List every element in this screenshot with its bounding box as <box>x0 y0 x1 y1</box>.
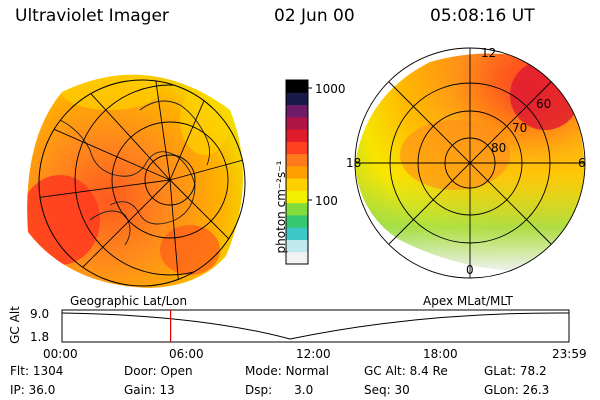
timeline-frame <box>61 309 570 343</box>
info-mode-value: Normal <box>285 364 329 378</box>
info-gain-value: 13 <box>159 383 175 397</box>
colorbar-swatch <box>286 214 308 228</box>
magnetic-map <box>354 47 586 279</box>
colorbar-swatch <box>286 153 308 167</box>
timeline-y-label: GC Alt <box>7 306 22 344</box>
info-glat: GLat: 78.2 <box>484 364 547 378</box>
colorbar-tick-100: 100 <box>315 194 338 208</box>
info-seq: Seq: 30 <box>364 383 410 397</box>
mlt-label-18: 18 <box>346 156 362 170</box>
info-ip-label: IP: <box>10 383 25 397</box>
colorbar-swatch <box>286 92 308 106</box>
info-dsp-label: Dsp: <box>245 383 273 397</box>
instrument-title: Ultraviolet Imager <box>15 6 169 26</box>
lat-label-70: 70 <box>512 121 528 135</box>
colorbar-swatch <box>286 178 308 191</box>
info-glat-label: GLat: <box>484 364 517 378</box>
info-glat-value: 78.2 <box>519 364 547 378</box>
info-gcalt-value: 8.4 Re <box>409 364 448 378</box>
timeline-y-tick-min: 1.8 <box>30 330 50 344</box>
mlt-label-0: 0 <box>466 263 474 277</box>
colorbar-swatch <box>286 251 308 265</box>
colorbar-swatch <box>286 104 308 118</box>
observation-time: 05:08:16 UT <box>430 6 535 26</box>
color-scale-bar <box>285 79 312 265</box>
info-glon: GLon: 26.3 <box>484 383 549 397</box>
info-door: Door: Open <box>124 364 193 378</box>
colorbar-tick-1000: 1000 <box>315 82 346 96</box>
info-mode: Mode: Normal <box>245 364 329 378</box>
info-dsp: Dsp: 3.0 <box>245 383 313 397</box>
info-ip-value: 36.0 <box>28 383 56 397</box>
info-dsp-value: 3.0 <box>294 383 314 397</box>
colorbar-frame <box>285 79 309 265</box>
colorbar-swatch <box>286 80 308 93</box>
timeline-y-tick-max: 9.0 <box>30 307 50 321</box>
info-door-label: Door: <box>124 364 157 378</box>
info-gain-label: Gain: <box>124 383 156 397</box>
info-flt: Flt: 1304 <box>10 364 63 378</box>
geographic-map <box>27 74 246 288</box>
colorbar-swatch <box>286 202 308 216</box>
colorbar-swatch <box>286 116 308 130</box>
colorbar-swatch <box>286 239 308 253</box>
info-glon-value: 26.3 <box>522 383 550 397</box>
observation-date: 02 Jun 00 <box>274 6 355 26</box>
colorbar-swatch <box>286 190 308 204</box>
info-door-value: Open <box>160 364 193 378</box>
mlt-label-12: 12 <box>481 46 497 60</box>
geographic-caption: Geographic Lat/Lon <box>70 294 188 308</box>
magnetic-caption: Apex MLat/MLT <box>423 294 513 308</box>
timeline-x-tick-1200: 12:00 <box>296 347 331 361</box>
altitude-curve <box>61 312 570 340</box>
info-gcalt: GC Alt: 8.4 Re <box>364 364 448 378</box>
info-flt-value: 1304 <box>32 364 64 378</box>
colorbar-swatch <box>286 129 308 142</box>
info-gain: Gain: 13 <box>124 383 175 397</box>
altitude-timeline <box>61 309 570 343</box>
colorbar-swatch <box>286 165 308 179</box>
lat-label-60: 60 <box>536 97 552 111</box>
info-glon-label: GLon: <box>484 383 519 397</box>
info-gcalt-label: GC Alt: <box>364 364 406 378</box>
colorbar-unit-label: photon cm⁻²s⁻¹ <box>274 160 288 254</box>
timeline-x-tick-2359: 23:59 <box>552 347 587 361</box>
colorbar-swatch <box>286 141 308 155</box>
timeline-x-tick-1800: 18:00 <box>423 347 458 361</box>
info-mode-label: Mode: <box>245 364 282 378</box>
info-ip: IP: 36.0 <box>10 383 55 397</box>
timeline-x-tick-0000: 00:00 <box>43 347 78 361</box>
info-seq-value: 30 <box>394 383 410 397</box>
colorbar-swatch <box>286 227 308 240</box>
info-flt-label: Flt: <box>10 364 29 378</box>
info-seq-label: Seq: <box>364 383 391 397</box>
timeline-x-tick-0600: 06:00 <box>169 347 204 361</box>
mlt-label-6: 6 <box>578 156 586 170</box>
lat-label-80: 80 <box>491 141 507 155</box>
